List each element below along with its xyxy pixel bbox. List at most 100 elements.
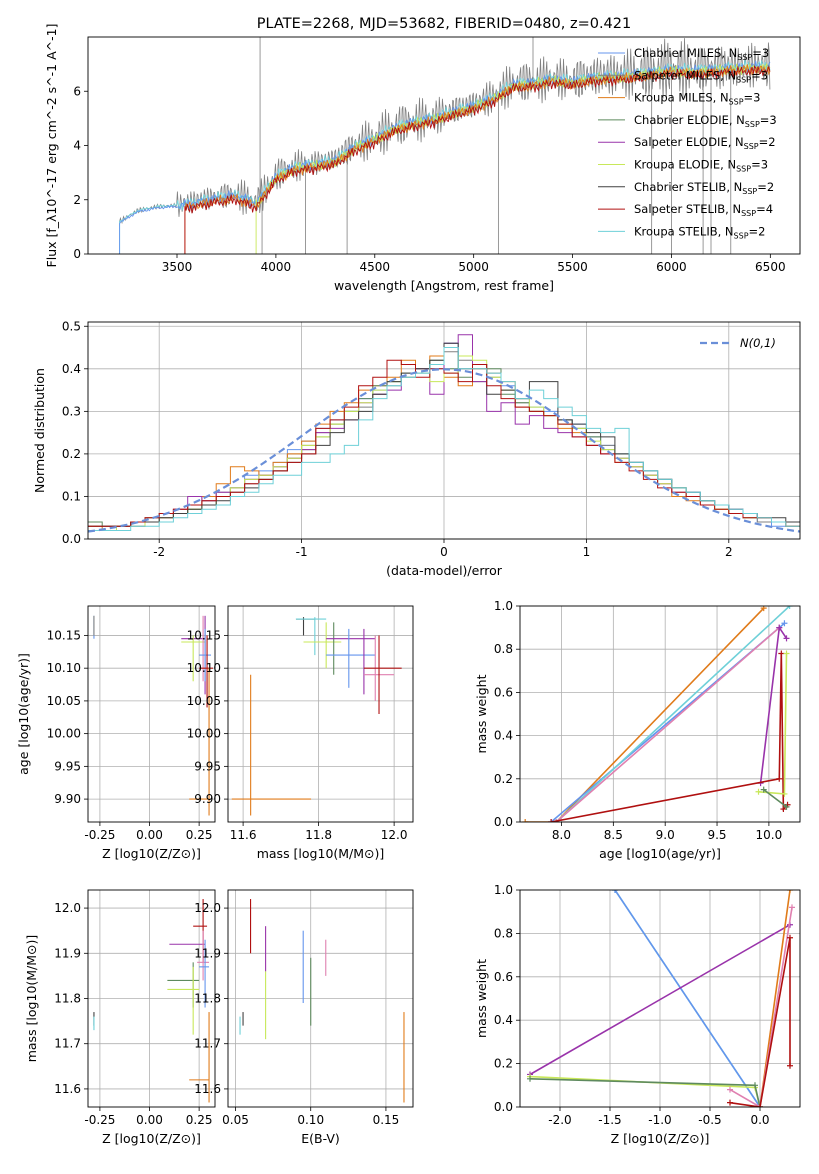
legend-label-text: Kroupa MILES, N [634,91,729,105]
legend-label: Salpeter ELODIE, NSSP=2 [634,135,776,151]
legend-label: Kroupa ELODIE, NSSP=3 [634,158,768,174]
legend-label: Kroupa MILES, NSSP=3 [634,91,760,107]
x-tick-label: 5000 [458,260,489,274]
y-tick-label: 11.7 [54,1037,81,1051]
x-tick-label: -0.25 [84,828,115,842]
y-tick-label: 0.0 [62,532,81,546]
model-spectrum-line [184,64,771,254]
marker-plus [527,1075,533,1082]
y-tick-label: 0 [73,247,81,261]
y-axis-label: Normed distribution [32,368,47,493]
mass-weight-line [529,924,791,1076]
x-tick-label: 0 [440,545,448,559]
y-tick-label: 0.0 [494,815,513,829]
mass-weight-line [729,937,791,1107]
marker-plus [780,806,787,813]
normal-distribution-curve [88,368,800,533]
y-tick-label: 4 [73,139,81,153]
x-tick-label: 5500 [557,260,588,274]
x-tick-label: 0.25 [186,1113,213,1127]
legend-label-sub: SSP [742,187,757,196]
legend-label: N(0,1) [740,336,776,350]
x-tick-label: -1 [296,545,308,559]
mass-vs-ebv-panel: 0.05 0.10 0.15 11.6 11.7 11.8 11.9 12.0 E(B-V) [194,889,414,1146]
plot-area [93,899,210,1103]
x-tick-label: -0.25 [84,1113,115,1127]
chart-title: PLATE=2268, MJD=53682, FIBERID=0480, z=0… [257,16,631,32]
x-tick-label: 6000 [656,260,687,274]
legend-label-sub: SSP [729,98,744,107]
legend-label-count: =4 [756,202,773,216]
y-tick-label: 0.3 [62,404,81,418]
legend-label-text: Salpeter ELODIE, N [634,135,744,149]
axes-frame [519,605,801,823]
plot-area [527,890,795,1107]
y-tick-label: 10.05 [47,694,81,708]
x-tick-label: 11.8 [305,828,332,842]
marker-plus [781,620,788,627]
y-tick-label: 9.95 [54,759,81,773]
x-axis-label: E(B-V) [301,1131,340,1146]
y-tick-label: 10.15 [187,628,221,642]
y-tick-label: 11.6 [194,1082,221,1096]
plot-area [231,617,402,816]
legend-label-text: Salpeter STELIB, N [634,202,741,216]
legend-label-sub: SSP [736,75,751,84]
y-tick-label: 10.10 [187,661,221,675]
mass-weight-line [529,1075,761,1107]
y-tick-label: 0.8 [494,926,513,940]
x-tick-label: 0.0 [750,1113,769,1127]
y-tick-label: 10.05 [187,694,221,708]
x-tick-label: -2 [153,545,165,559]
legend-label-sub: SSP [734,231,749,240]
y-tick-label: 6 [73,84,81,98]
x-tick-label: 12.0 [381,828,408,842]
marker-plus [787,1062,793,1069]
legend-label: Chabrier STELIB, NSSP=2 [634,180,774,196]
x-tick-label: 4000 [261,260,292,274]
x-tick-label: 0.15 [373,1113,400,1127]
legend-label-count: =2 [757,180,774,194]
marker-plus [755,788,762,795]
legend-label-text: Salpeter MILES, N [634,68,736,82]
legend-label-count: =3 [760,113,777,127]
weight-vs-metallicity-panel: -2.0 -1.5 -1.0 -0.5 0.0 0.0 0.2 0.4 0.6 0.8 1.0 Z [… [474,883,801,1146]
axes-frame [227,605,414,823]
axes-frame [87,605,216,823]
y-tick-label: 0.6 [494,970,513,984]
x-tick-label: -0.5 [698,1113,721,1127]
y-tick-label: 0.4 [494,729,513,743]
spectrum-panel: 3500 4000 4500 5000 5500 6000 6500 0 2 4 6 waveleng… [44,16,801,293]
legend-label-count: =3 [751,68,768,82]
axes-frame [87,36,801,255]
y-tick-label: 0.8 [494,642,513,656]
y-axis-label: mass [log10(M/M⊙)] [24,935,39,1063]
plot-area [88,334,800,533]
marker-plus [778,650,785,657]
legend-label-text: Chabrier MILES, N [634,46,737,60]
x-axis-label: Z [log10(Z/Z⊙)] [102,1131,201,1146]
marker-plus [776,775,783,782]
marker-plus [760,786,767,793]
y-tick-label: 0.2 [494,772,513,786]
x-tick-label: 11.6 [230,828,257,842]
marker-plus [553,819,560,822]
legend-label: Chabrier MILES, NSSP=3 [634,46,769,62]
legend-label: Chabrier ELODIE, NSSP=3 [634,113,777,129]
y-tick-label: 9.90 [54,792,81,806]
x-tick-label: 0.00 [136,828,163,842]
legend-label-text: Kroupa ELODIE, N [634,158,736,172]
residuals-panel: -2 -1 0 1 2 0.0 0.1 0.2 0.3 0.4 0.5 (data-model)/er… [32,319,801,578]
mass-weight-line [529,1078,761,1107]
y-tick-label: 11.7 [194,1037,221,1051]
y-tick-label: 11.8 [194,992,221,1006]
marker-plus [787,934,793,941]
mass-vs-metallicity-panel: -0.25 0.00 0.25 11.6 11.7 11.8 11.9 12.0 Z [log1… [24,889,216,1146]
marker-plus [781,790,788,797]
legend-label-sub: SSP [741,209,756,218]
marker-plus [787,890,793,893]
mass-weight-line [555,626,780,822]
y-tick-label: 2 [73,193,81,207]
marker-plus [752,1082,758,1089]
